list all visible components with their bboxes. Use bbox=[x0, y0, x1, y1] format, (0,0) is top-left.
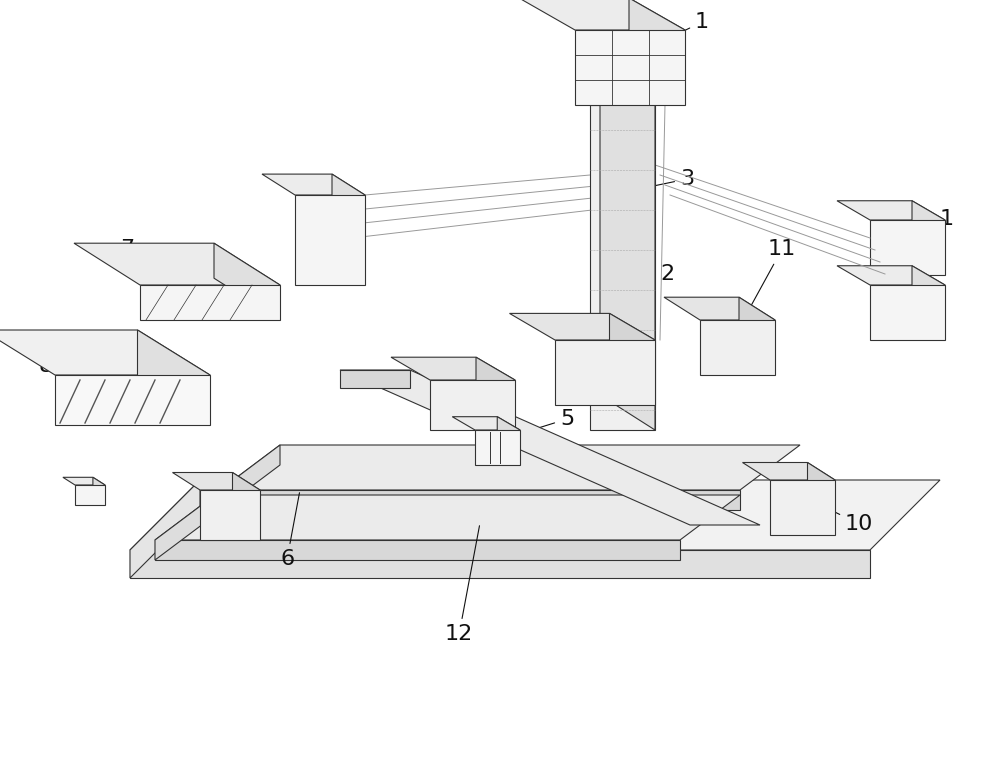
Polygon shape bbox=[912, 266, 945, 340]
Polygon shape bbox=[220, 445, 280, 510]
Polygon shape bbox=[664, 298, 775, 320]
Text: 7: 7 bbox=[120, 239, 173, 288]
Polygon shape bbox=[232, 473, 260, 540]
Polygon shape bbox=[510, 313, 655, 340]
Polygon shape bbox=[870, 220, 945, 275]
Polygon shape bbox=[130, 480, 200, 578]
Text: 3: 3 bbox=[613, 169, 694, 195]
Text: 6: 6 bbox=[280, 493, 299, 569]
Polygon shape bbox=[214, 243, 280, 320]
Polygon shape bbox=[262, 174, 365, 195]
Polygon shape bbox=[590, 105, 655, 430]
Polygon shape bbox=[700, 320, 775, 375]
Polygon shape bbox=[155, 540, 680, 560]
Polygon shape bbox=[340, 370, 760, 525]
Text: 5: 5 bbox=[493, 409, 574, 442]
Polygon shape bbox=[555, 340, 655, 405]
Polygon shape bbox=[140, 285, 280, 320]
Polygon shape bbox=[770, 480, 835, 535]
Polygon shape bbox=[912, 201, 945, 275]
Polygon shape bbox=[497, 417, 520, 465]
Polygon shape bbox=[130, 480, 940, 550]
Polygon shape bbox=[138, 330, 210, 425]
Text: 8: 8 bbox=[38, 356, 97, 389]
Polygon shape bbox=[575, 30, 685, 105]
Polygon shape bbox=[837, 201, 945, 220]
Polygon shape bbox=[93, 478, 105, 505]
Polygon shape bbox=[870, 285, 945, 340]
Polygon shape bbox=[519, 0, 685, 30]
Polygon shape bbox=[475, 430, 520, 465]
Polygon shape bbox=[155, 495, 215, 560]
Polygon shape bbox=[74, 243, 280, 285]
Polygon shape bbox=[63, 478, 105, 485]
Polygon shape bbox=[173, 473, 260, 490]
Polygon shape bbox=[391, 358, 515, 380]
Polygon shape bbox=[808, 463, 835, 535]
Polygon shape bbox=[155, 495, 740, 540]
Polygon shape bbox=[430, 380, 515, 430]
Text: 1: 1 bbox=[295, 184, 309, 212]
Polygon shape bbox=[452, 417, 520, 430]
Polygon shape bbox=[629, 0, 685, 105]
Text: 1: 1 bbox=[903, 209, 954, 239]
Polygon shape bbox=[220, 445, 800, 490]
Text: 4: 4 bbox=[415, 362, 453, 393]
Text: 11: 11 bbox=[736, 239, 796, 333]
Polygon shape bbox=[220, 490, 740, 510]
Polygon shape bbox=[130, 550, 870, 578]
Polygon shape bbox=[332, 174, 365, 285]
Polygon shape bbox=[75, 485, 105, 505]
Text: 12: 12 bbox=[445, 526, 479, 644]
Polygon shape bbox=[295, 195, 365, 285]
Text: 2: 2 bbox=[622, 264, 674, 308]
Polygon shape bbox=[739, 298, 775, 375]
Polygon shape bbox=[742, 463, 835, 480]
Polygon shape bbox=[600, 68, 655, 430]
Text: 1: 1 bbox=[657, 12, 709, 44]
Text: 10: 10 bbox=[792, 492, 873, 534]
Polygon shape bbox=[55, 375, 210, 425]
Polygon shape bbox=[837, 266, 945, 285]
Polygon shape bbox=[610, 313, 655, 405]
Polygon shape bbox=[476, 358, 515, 430]
Polygon shape bbox=[340, 370, 410, 388]
Text: 9: 9 bbox=[210, 508, 224, 544]
Polygon shape bbox=[200, 490, 260, 540]
Polygon shape bbox=[0, 330, 210, 375]
